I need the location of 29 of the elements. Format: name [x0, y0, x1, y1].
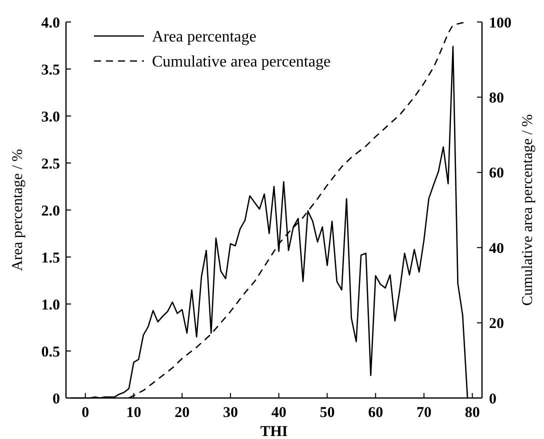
- y2-tick-label: 20: [489, 316, 504, 332]
- x-tick-label: 0: [82, 405, 90, 421]
- y-tick-label: 1.0: [41, 297, 60, 314]
- y2-axis-title: Cumulative area percentage / %: [520, 114, 536, 306]
- y-tick-label: 0.5: [41, 344, 60, 360]
- y-axis-title: Area percentage / %: [10, 148, 26, 272]
- y-tick-label: 1.5: [41, 250, 60, 266]
- legend-label: Cumulative area percentage: [152, 54, 331, 71]
- y2-tick-label: 40: [489, 240, 504, 257]
- x-tick-label: 50: [320, 405, 335, 421]
- x-tick-label: 80: [464, 405, 480, 421]
- y2-tick-label: 0: [489, 391, 496, 408]
- x-tick-label: 20: [174, 405, 190, 421]
- y-tick-label: 3.5: [41, 62, 60, 78]
- x-tick-label: 10: [126, 405, 142, 421]
- x-tick-label: 70: [416, 405, 432, 421]
- x-tick-label: 60: [368, 405, 384, 421]
- y-tick-label: 2.5: [41, 156, 60, 172]
- x-tick-label: 40: [271, 405, 286, 421]
- y-tick-label: 4.0: [41, 15, 60, 32]
- y2-tick-label: 60: [489, 166, 504, 182]
- y-tick-label: 0: [52, 391, 60, 408]
- y2-tick-label: 100: [489, 15, 512, 32]
- legend-label: Area percentage: [152, 28, 256, 46]
- y-tick-label: 3.0: [41, 109, 60, 126]
- y2-tick-label: 80: [489, 90, 504, 106]
- x-axis-title: THI: [260, 424, 288, 439]
- x-tick-label: 30: [222, 405, 238, 421]
- y-tick-label: 2.0: [41, 203, 60, 220]
